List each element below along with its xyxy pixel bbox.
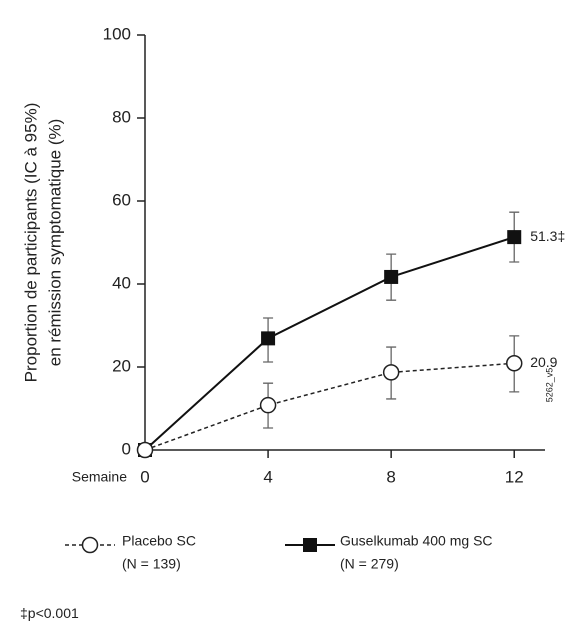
marker bbox=[505, 355, 523, 372]
series-line bbox=[144, 362, 515, 451]
marker bbox=[259, 396, 277, 414]
marker bbox=[507, 230, 522, 245]
y-tick-label: 20 bbox=[112, 356, 131, 375]
x-tick-label: 12 bbox=[505, 467, 524, 486]
legend-n: (N = 279) bbox=[340, 556, 399, 572]
value-label: 20.9 bbox=[530, 354, 557, 370]
x-tick-label: 8 bbox=[386, 467, 395, 486]
marker bbox=[384, 269, 399, 284]
footnote: ‡p<0.001 bbox=[20, 605, 79, 621]
legend-label: Placebo SC bbox=[122, 533, 196, 549]
value-label: 51.3‡ bbox=[530, 228, 565, 244]
y-tick-label: 60 bbox=[112, 190, 131, 209]
marker bbox=[261, 331, 276, 346]
legend-label: Guselkumab 400 mg SC bbox=[340, 533, 493, 549]
legend-marker bbox=[303, 538, 317, 552]
y-axis-label: Proportion de participants (IC à 95%) bbox=[21, 103, 40, 383]
side-code: 5262_v5 bbox=[544, 368, 554, 403]
legend-marker bbox=[81, 536, 99, 554]
marker bbox=[382, 364, 400, 381]
marker bbox=[136, 441, 154, 459]
y-tick-label: 100 bbox=[103, 24, 131, 43]
y-tick-label: 80 bbox=[112, 107, 131, 126]
x-axis-label: Semaine bbox=[72, 469, 127, 485]
y-tick-label: 0 bbox=[122, 439, 131, 458]
x-tick-label: 0 bbox=[140, 467, 149, 486]
legend-n: (N = 139) bbox=[122, 556, 181, 572]
y-axis-label: en rémission symptomatique (%) bbox=[45, 119, 64, 367]
x-tick-label: 4 bbox=[263, 467, 272, 486]
y-tick-label: 40 bbox=[112, 273, 131, 292]
series-line bbox=[144, 236, 515, 451]
